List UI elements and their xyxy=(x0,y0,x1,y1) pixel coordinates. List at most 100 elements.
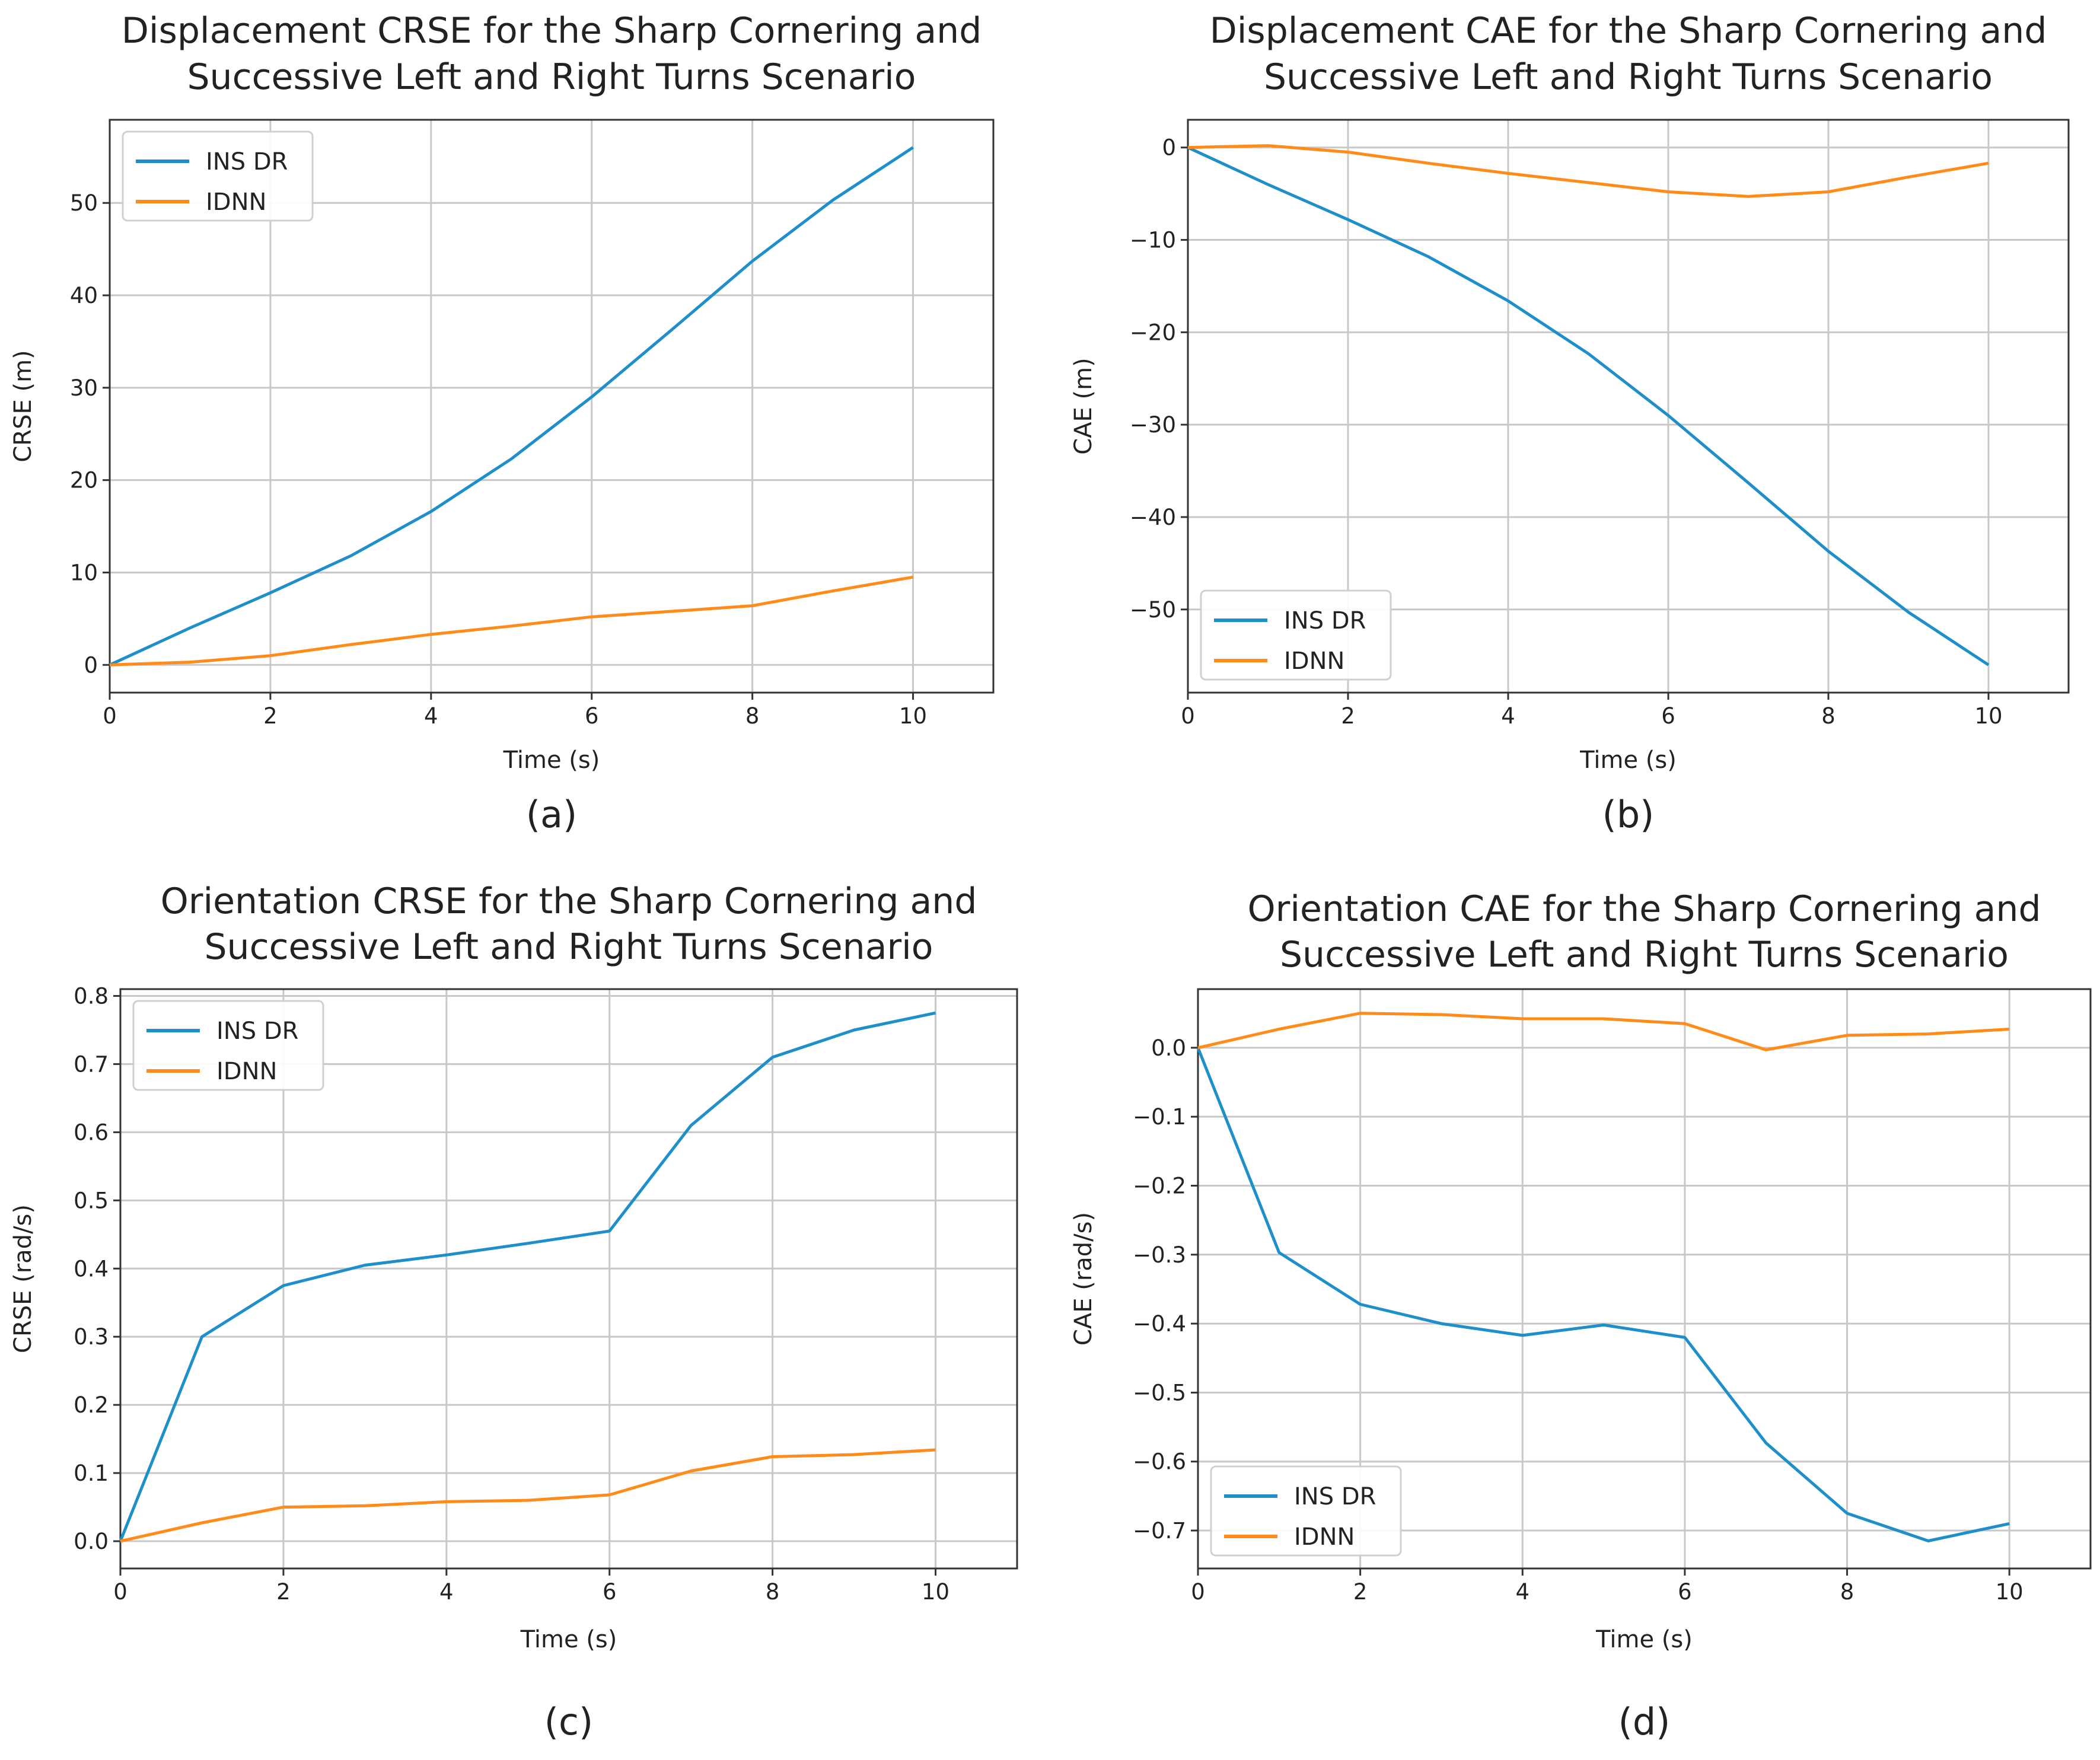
chart-panel-a: Displacement CRSE for the Sharp Cornerin… xyxy=(9,10,995,836)
x-tick-label: 10 xyxy=(1974,703,2002,729)
chart-title-line: Successive Left and Right Turns Scenario xyxy=(1280,934,2009,975)
y-tick-label: 0.5 xyxy=(74,1188,109,1213)
y-tick-label: 0.2 xyxy=(74,1392,109,1418)
y-tick-label: 0.4 xyxy=(74,1256,109,1281)
y-tick-label: 0 xyxy=(1162,135,1176,161)
y-tick-label: 20 xyxy=(70,468,98,493)
x-tick-label: 6 xyxy=(1661,703,1675,729)
y-axis-label: CAE (m) xyxy=(1070,358,1097,454)
x-tick-label: 4 xyxy=(439,1579,454,1605)
x-tick-label: 0 xyxy=(1191,1579,1205,1605)
y-tick-label: 0.8 xyxy=(74,983,109,1009)
y-axis-label: CRSE (rad/s) xyxy=(9,1204,37,1353)
y-tick-label: −30 xyxy=(1130,412,1176,438)
x-tick-label: 8 xyxy=(1821,703,1835,729)
x-tick-label: 8 xyxy=(1840,1579,1854,1605)
x-tick-label: 2 xyxy=(276,1579,291,1605)
y-tick-label: −0.2 xyxy=(1133,1173,1186,1198)
y-tick-label: 0.0 xyxy=(1151,1035,1186,1061)
legend-box xyxy=(1210,1465,1402,1557)
x-axis-label: Time (s) xyxy=(503,747,600,774)
x-tick-label: 10 xyxy=(899,703,927,729)
x-tick-label: 0 xyxy=(1181,703,1195,729)
y-tick-label: 0.1 xyxy=(74,1461,109,1486)
series-line-ins-dr xyxy=(1187,146,1990,667)
legend-label: INS DR xyxy=(216,1018,298,1045)
y-tick-label: 0 xyxy=(84,652,98,678)
legend-box xyxy=(1200,589,1392,681)
x-tick-label: 6 xyxy=(1678,1579,1692,1605)
chart-panel-d: Orientation CAE for the Sharp Cornering … xyxy=(1070,888,2092,1743)
plot-frame xyxy=(109,119,995,694)
y-tick-label: −20 xyxy=(1130,320,1176,345)
x-tick-label: 4 xyxy=(424,703,438,729)
legend-label: INS DR xyxy=(1294,1483,1376,1510)
plot-frame xyxy=(119,988,1018,1570)
x-tick-label: 4 xyxy=(1515,1579,1529,1605)
legend: INS DR IDNN xyxy=(122,130,314,222)
series-line-idnn xyxy=(109,575,913,667)
x-axis-label: Time (s) xyxy=(1579,747,1677,774)
y-tick-label: −50 xyxy=(1130,597,1176,623)
panel-caption: (b) xyxy=(1602,793,1655,836)
legend-label: IDNN xyxy=(216,1058,277,1085)
y-tick-label: 0.6 xyxy=(74,1120,109,1145)
chart-title-line: Orientation CRSE for the Sharp Cornering… xyxy=(161,881,977,922)
y-tick-label: 0.3 xyxy=(74,1324,109,1350)
chart-title-line: Orientation CAE for the Sharp Cornering … xyxy=(1247,888,2041,930)
chart-title-line: Successive Left and Right Turns Scenario xyxy=(204,926,933,968)
legend: INS DR IDNN xyxy=(132,1000,324,1091)
series-line-ins-dr xyxy=(119,1011,936,1542)
y-tick-label: 30 xyxy=(70,375,98,401)
panel-caption: (a) xyxy=(526,793,577,836)
series-line-idnn xyxy=(1187,144,1989,198)
y-tick-label: 50 xyxy=(70,190,98,216)
y-axis-label: CAE (rad/s) xyxy=(1070,1212,1097,1345)
legend-label: INS DR xyxy=(1284,607,1366,635)
y-tick-label: −40 xyxy=(1130,505,1176,530)
x-tick-label: 2 xyxy=(263,703,278,729)
x-tick-label: 8 xyxy=(766,1579,780,1605)
legend-label: IDNN xyxy=(1284,648,1344,675)
panel-caption: (c) xyxy=(544,1700,593,1743)
y-tick-label: −0.5 xyxy=(1133,1380,1186,1405)
legend-label: INS DR xyxy=(206,148,288,176)
series-line-ins-dr xyxy=(1196,1047,2010,1542)
x-tick-label: 4 xyxy=(1501,703,1515,729)
y-tick-label: 40 xyxy=(70,283,98,308)
x-tick-label: 10 xyxy=(922,1579,949,1605)
x-tick-label: 0 xyxy=(103,703,117,729)
y-tick-label: −0.1 xyxy=(1133,1104,1186,1130)
panel-caption: (d) xyxy=(1618,1700,1671,1743)
plot-frame xyxy=(1187,119,2070,694)
y-tick-label: −0.4 xyxy=(1133,1311,1186,1337)
chart-title-line: Successive Left and Right Turns Scenario xyxy=(1264,56,1993,98)
series-line-idnn xyxy=(120,1448,936,1543)
legend: INS DR IDNN xyxy=(1210,1465,1402,1557)
x-tick-label: 2 xyxy=(1353,1579,1368,1605)
x-tick-label: 2 xyxy=(1341,703,1355,729)
y-tick-label: −0.7 xyxy=(1133,1518,1186,1544)
legend-box xyxy=(132,1000,324,1091)
legend-box xyxy=(122,130,314,222)
y-tick-label: 0.0 xyxy=(74,1529,109,1554)
legend: INS DR IDNN xyxy=(1200,589,1392,681)
chart-panel-c: Orientation CRSE for the Sharp Cornering… xyxy=(9,881,1018,1743)
plot-frame xyxy=(1197,988,2092,1570)
y-tick-label: 0.7 xyxy=(74,1051,109,1077)
y-tick-label: −0.6 xyxy=(1133,1449,1186,1475)
y-tick-label: 10 xyxy=(70,560,98,585)
y-tick-label: −0.3 xyxy=(1133,1242,1186,1268)
series-line-idnn xyxy=(1197,1012,2010,1051)
series-line-ins-dr xyxy=(109,146,914,667)
x-tick-label: 6 xyxy=(585,703,599,729)
chart-title-line: Successive Left and Right Turns Scenario xyxy=(187,56,916,98)
chart-title-line: Displacement CAE for the Sharp Cornering… xyxy=(1210,10,2047,52)
x-tick-label: 0 xyxy=(113,1579,128,1605)
x-tick-label: 10 xyxy=(1996,1579,2023,1605)
x-tick-label: 8 xyxy=(745,703,760,729)
x-tick-label: 6 xyxy=(603,1579,617,1605)
legend-label: IDNN xyxy=(1294,1523,1355,1551)
chart-panel-b: Displacement CAE for the Sharp Cornering… xyxy=(1070,10,2070,836)
